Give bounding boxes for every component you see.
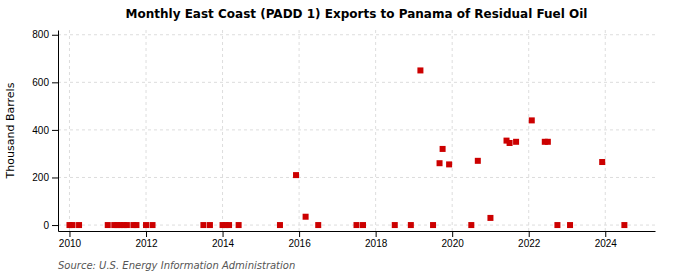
grid-line-x — [69, 30, 70, 231]
point — [150, 222, 156, 228]
tick: 600 — [32, 77, 58, 88]
point — [430, 222, 436, 228]
tick-label: 2020 — [442, 238, 465, 249]
point — [315, 222, 321, 228]
tick-mark — [52, 82, 58, 83]
point — [133, 222, 139, 228]
y-axis: 0 200 400 600 800 — [32, 29, 58, 231]
point — [554, 222, 560, 228]
tick-label: 2012 — [135, 238, 158, 249]
grid-line-x — [528, 30, 529, 231]
tick-mark — [52, 130, 58, 131]
point — [487, 215, 493, 221]
point — [468, 222, 474, 228]
point — [236, 222, 242, 228]
point — [143, 222, 149, 228]
tick-mark — [605, 231, 606, 237]
tick-label: 2024 — [595, 238, 618, 249]
tick-mark — [376, 231, 377, 237]
grid — [58, 30, 655, 231]
tick: 2024 — [595, 231, 618, 249]
tick-mark — [69, 231, 70, 237]
tick-mark — [52, 35, 58, 36]
grid-line-y — [58, 177, 655, 178]
point — [440, 146, 446, 152]
point — [200, 222, 206, 228]
point — [567, 222, 573, 228]
source-note: Source: U.S. Energy Information Administ… — [58, 260, 295, 271]
point — [226, 222, 232, 228]
tick-mark — [299, 231, 300, 237]
y-axis-label: Thousand Barrels — [4, 82, 17, 179]
tick-mark — [146, 231, 147, 237]
points — [66, 67, 627, 228]
tick: 2022 — [518, 231, 541, 249]
grid-line-x — [605, 30, 606, 231]
x-axis: 2010 2012 2014 2016 2018 2020 2022 2024 — [59, 231, 656, 249]
point — [360, 222, 366, 228]
grid-line-y — [58, 129, 655, 130]
point — [105, 222, 111, 228]
point — [207, 222, 213, 228]
tick: 2010 — [59, 231, 82, 249]
tick-label: 2016 — [288, 238, 311, 249]
point — [70, 222, 76, 228]
tick: 0 — [43, 220, 58, 231]
point — [124, 222, 130, 228]
point — [545, 139, 551, 145]
axis-line — [58, 31, 59, 232]
title: Monthly East Coast (PADD 1) Exports to P… — [126, 7, 588, 21]
point — [417, 67, 423, 73]
grid-line-x — [222, 30, 223, 231]
point — [277, 222, 283, 228]
tick-label: 400 — [32, 125, 49, 136]
tick-mark — [529, 231, 530, 237]
tick-label: 2014 — [212, 238, 235, 249]
tick-label: 2022 — [518, 238, 541, 249]
tick-mark — [452, 231, 453, 237]
grid-line-y — [58, 82, 655, 83]
tick: 2014 — [212, 231, 235, 249]
tick-label: 800 — [32, 29, 49, 40]
point — [446, 161, 452, 167]
point — [475, 158, 481, 164]
point — [293, 172, 299, 178]
point — [76, 222, 82, 228]
point — [507, 140, 513, 146]
axis-line — [59, 231, 656, 232]
tick: 2020 — [442, 231, 465, 249]
chart: 2010 2012 2014 2016 2018 2020 2022 2024 0 200 400 6… — [0, 0, 675, 275]
point — [529, 117, 535, 123]
grid-line-x — [146, 30, 147, 231]
point — [392, 222, 398, 228]
tick: 2012 — [135, 231, 158, 249]
tick: 200 — [32, 172, 58, 183]
tick-mark — [52, 225, 58, 226]
tick: 800 — [32, 29, 58, 40]
tick-mark — [52, 177, 58, 178]
point — [621, 222, 627, 228]
point — [408, 222, 414, 228]
plot-area: 2010 2012 2014 2016 2018 2020 2022 2024 0 200 400 6… — [32, 29, 655, 249]
grid-line-x — [299, 30, 300, 231]
point — [513, 139, 519, 145]
tick-label: 2018 — [365, 238, 388, 249]
grid-line-x — [452, 30, 453, 231]
grid-line-y — [58, 34, 655, 35]
tick: 400 — [32, 125, 58, 136]
point — [599, 159, 605, 165]
point — [437, 160, 443, 166]
point — [303, 214, 309, 220]
tick-label: 0 — [43, 220, 49, 231]
tick: 2016 — [288, 231, 311, 249]
tick-label: 600 — [32, 77, 49, 88]
tick: 2018 — [365, 231, 388, 249]
tick-mark — [223, 231, 224, 237]
tick-label: 2010 — [59, 238, 82, 249]
tick-label: 200 — [32, 172, 49, 183]
grid-line-x — [375, 30, 376, 231]
point — [354, 222, 360, 228]
